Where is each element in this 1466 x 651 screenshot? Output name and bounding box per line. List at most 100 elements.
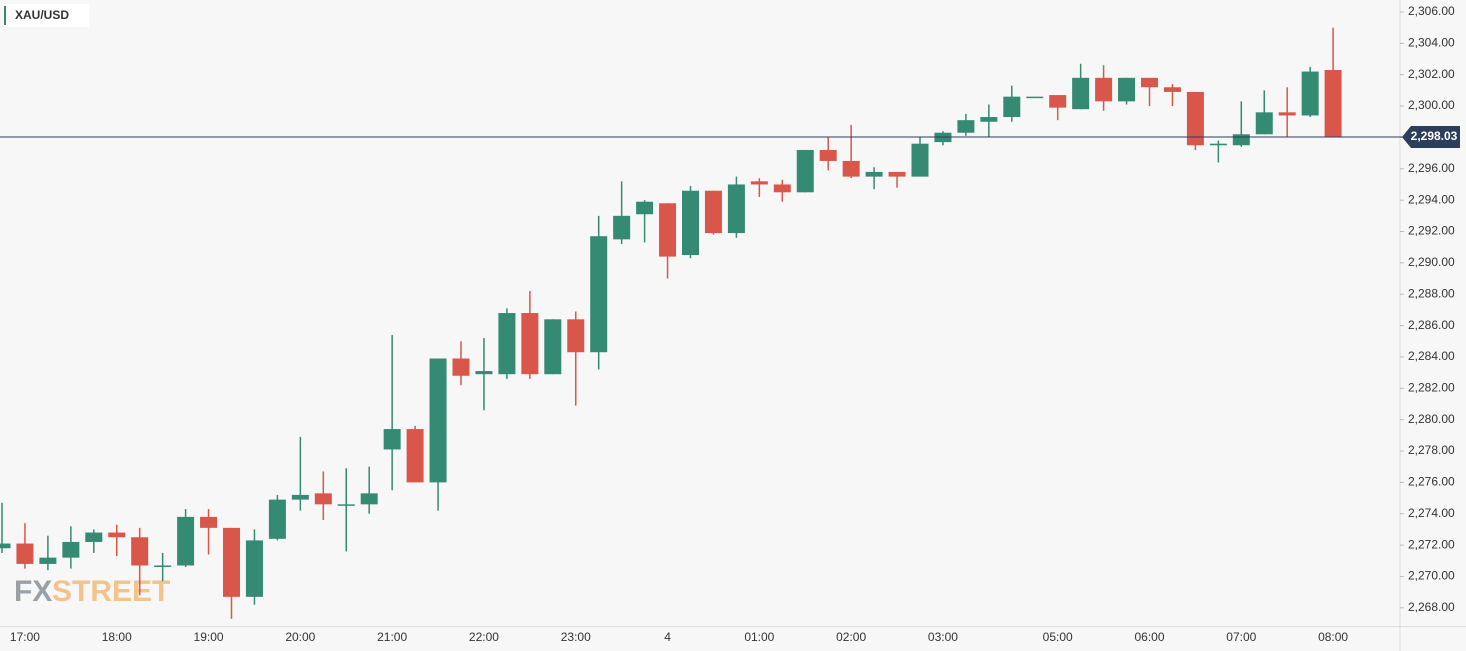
candle-body (590, 236, 608, 353)
candle-body (1003, 96, 1021, 118)
x-tick-label: 03:00 (928, 630, 958, 644)
candle-body (406, 429, 424, 483)
y-tick-label: 2,284.00 (1408, 349, 1455, 363)
current-price-label: 2,298.03 (1411, 129, 1458, 143)
y-tick-label: 2,276.00 (1408, 475, 1455, 489)
candle-body (819, 149, 837, 161)
candle-body (1278, 112, 1296, 116)
candle-body (1095, 77, 1113, 102)
candle-body (475, 371, 493, 375)
candle-body (498, 313, 516, 375)
candle-body (314, 493, 332, 505)
x-tick-label: 07:00 (1226, 630, 1256, 644)
candle-body (1209, 143, 1227, 146)
candle-body (682, 190, 699, 256)
candle-body (452, 358, 470, 376)
candle-body (1255, 112, 1273, 135)
candle-body (1163, 87, 1181, 92)
candle-body (223, 527, 240, 597)
candle-body (108, 532, 126, 538)
candle-body (1072, 77, 1090, 110)
y-tick-label: 2,296.00 (1408, 161, 1455, 175)
candle-body (704, 190, 722, 234)
y-tick-label: 2,282.00 (1408, 380, 1455, 394)
y-tick-label: 2,278.00 (1408, 443, 1455, 457)
x-tick-label: 18:00 (102, 630, 132, 644)
y-tick-label: 2,302.00 (1408, 67, 1455, 81)
candle-body (613, 215, 631, 240)
x-tick-label: 22:00 (469, 630, 499, 644)
candle-body (291, 494, 309, 500)
candle-body (1026, 96, 1044, 99)
candle-body (245, 540, 263, 597)
candle-body (659, 203, 677, 257)
candle-body (957, 120, 975, 133)
candle-body (796, 149, 814, 193)
candle-body (521, 313, 539, 375)
candle-body (1186, 91, 1204, 146)
candle-body (842, 160, 860, 177)
candle-body (888, 171, 906, 177)
y-tick-label: 2,292.00 (1408, 224, 1455, 238)
x-tick-label: 19:00 (194, 630, 224, 644)
y-tick-label: 2,272.00 (1408, 537, 1455, 551)
y-tick-label: 2,290.00 (1408, 255, 1455, 269)
y-tick-label: 2,300.00 (1408, 98, 1455, 112)
title-marker (4, 6, 6, 25)
candle-body (727, 184, 745, 234)
candle-body (154, 565, 172, 567)
candle-body (131, 537, 149, 566)
x-tick-label: 06:00 (1134, 630, 1164, 644)
y-tick-label: 2,288.00 (1408, 286, 1455, 300)
candle-body (337, 504, 355, 506)
y-tick-label: 2,274.00 (1408, 506, 1455, 520)
x-tick-label: 01:00 (744, 630, 774, 644)
y-tick-label: 2,304.00 (1408, 36, 1455, 50)
y-tick-label: 2,306.00 (1408, 4, 1455, 18)
candle-body (1232, 134, 1250, 146)
y-tick-label: 2,268.00 (1408, 600, 1455, 614)
x-tick-label: 20:00 (285, 630, 315, 644)
candle-body (636, 201, 654, 215)
watermark-fx: FX (14, 575, 52, 608)
candle-body (911, 143, 929, 177)
title-box (4, 4, 89, 27)
candle-body (177, 516, 195, 566)
candle-body (85, 532, 103, 542)
watermark: FX STREET (14, 575, 170, 608)
candle-body (1301, 71, 1319, 116)
candle-body (1324, 69, 1342, 138)
y-tick-label: 2,270.00 (1408, 569, 1455, 583)
x-tick-label: 05:00 (1043, 630, 1073, 644)
candle-body (865, 171, 883, 177)
candle-body (1049, 95, 1067, 108)
y-tick-label: 2,286.00 (1408, 318, 1455, 332)
candle-body (200, 516, 218, 528)
current-price-badge (1402, 125, 1460, 148)
candle-body (429, 358, 447, 483)
candle-body (16, 543, 34, 564)
candle-body (567, 319, 585, 353)
candle-body (1118, 77, 1136, 102)
candle-body (0, 543, 11, 549)
x-tick-label: 21:00 (377, 630, 407, 644)
x-tick-label: 08:00 (1318, 630, 1348, 644)
candle-body (383, 429, 401, 450)
candle-body (544, 319, 562, 375)
candle-body (980, 117, 998, 122)
x-tick-label: 02:00 (836, 630, 866, 644)
candle-body (360, 493, 378, 505)
candle-body (62, 541, 80, 558)
x-tick-label: 17:00 (10, 630, 40, 644)
candle-body (268, 499, 286, 539)
candle-body (750, 181, 768, 185)
candle-body (39, 557, 57, 564)
candle-body (1141, 77, 1158, 88)
x-tick-label: 23:00 (561, 630, 591, 644)
x-tick-label: 4 (664, 630, 671, 644)
candle-body (773, 184, 791, 193)
y-tick-label: 2,280.00 (1408, 412, 1455, 426)
